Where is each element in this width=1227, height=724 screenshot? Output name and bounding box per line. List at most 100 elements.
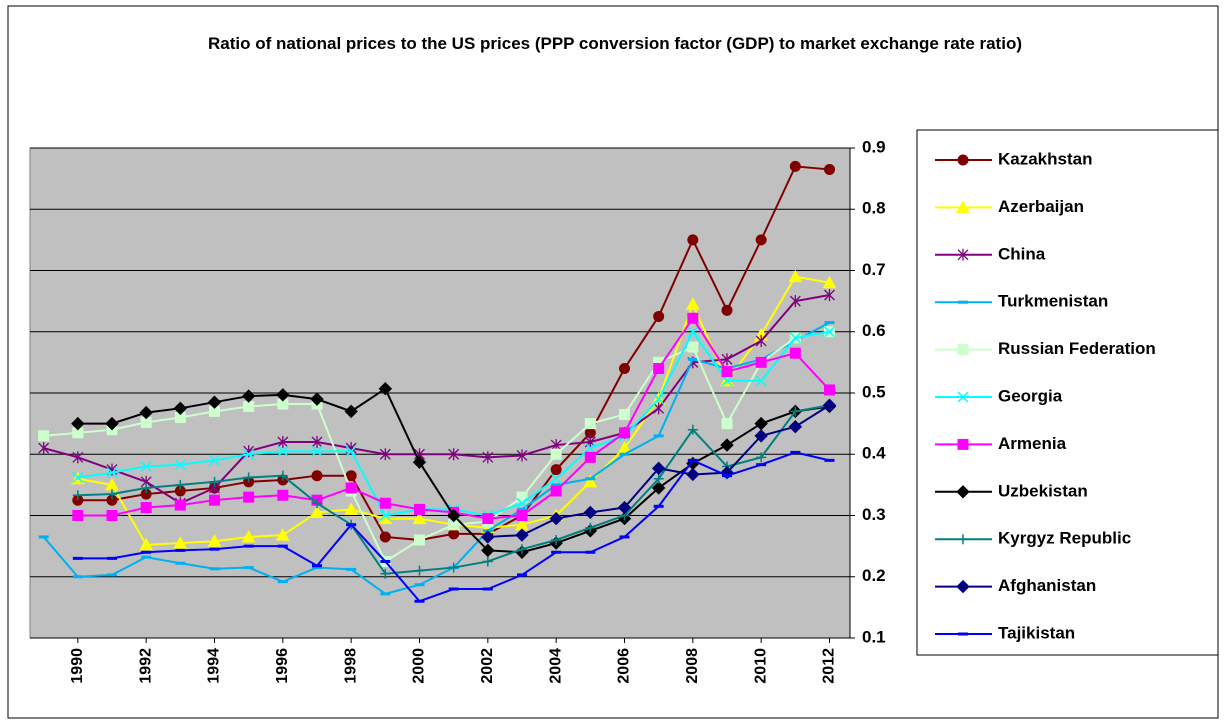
point (175, 561, 186, 565)
point (720, 438, 734, 452)
point (584, 442, 596, 454)
point (141, 550, 152, 554)
point (550, 485, 562, 497)
point (756, 452, 767, 463)
point (687, 234, 699, 246)
point (72, 471, 84, 484)
point (175, 479, 186, 490)
point (243, 544, 254, 548)
point (311, 445, 323, 457)
point (241, 529, 256, 543)
point (414, 599, 425, 603)
point (414, 583, 425, 587)
point (310, 505, 324, 518)
point (379, 448, 391, 461)
y-tick-label: 0.7 (862, 260, 886, 279)
point (721, 304, 733, 316)
point (414, 565, 425, 576)
point (619, 535, 630, 539)
point (379, 497, 391, 509)
point (516, 449, 528, 462)
point (243, 472, 254, 483)
point (482, 556, 493, 567)
point (822, 398, 837, 412)
point (412, 511, 427, 525)
point (344, 502, 359, 515)
point (312, 566, 322, 570)
x-tick-label: 2008 (684, 648, 701, 684)
point (173, 401, 188, 416)
chart-title: Ratio of national prices to the US price… (208, 34, 1022, 53)
point (755, 334, 767, 347)
point (617, 500, 632, 515)
point (277, 489, 289, 501)
point (482, 513, 494, 525)
point (721, 366, 733, 378)
legend-marker (957, 154, 969, 166)
point (140, 460, 152, 473)
point (414, 534, 425, 546)
point (517, 507, 527, 511)
point (173, 536, 188, 549)
legend-label: Georgia (998, 386, 1063, 405)
point (275, 528, 290, 541)
point (107, 556, 117, 560)
legend-marker (957, 391, 969, 403)
point (687, 326, 699, 338)
point (517, 544, 527, 555)
point (550, 464, 562, 476)
point (344, 404, 358, 419)
point (175, 548, 186, 552)
x-tick-label: 2004 (547, 648, 564, 684)
point (243, 448, 255, 460)
point (345, 482, 357, 494)
legend-label: China (998, 244, 1046, 263)
point (653, 393, 665, 405)
point (789, 160, 801, 172)
point (380, 592, 391, 596)
point (551, 483, 562, 487)
point (482, 587, 493, 591)
legend-marker (958, 300, 968, 304)
legend-label: Uzbekistan (998, 481, 1088, 500)
point (243, 566, 254, 570)
point (517, 573, 527, 577)
point (482, 451, 494, 464)
y-tick-label: 0.4 (862, 444, 886, 463)
point (107, 573, 117, 577)
point (653, 310, 665, 322)
point (722, 474, 732, 478)
x-tick-label: 1992 (137, 648, 154, 684)
point (277, 445, 289, 457)
point (789, 332, 801, 344)
point (276, 388, 290, 402)
point (651, 461, 666, 476)
x-tick-label: 1998 (342, 648, 359, 684)
point (209, 567, 220, 571)
point (379, 509, 391, 522)
point (379, 531, 391, 543)
point (448, 562, 459, 573)
legend-marker (958, 534, 968, 545)
x-tick-label: 1994 (206, 648, 223, 684)
point (207, 534, 222, 547)
point (241, 389, 256, 403)
point (481, 543, 495, 558)
point (721, 353, 733, 366)
legend-label: Azerbaijan (998, 197, 1084, 216)
legend-label: Tajikistan (998, 623, 1075, 642)
legend-marker (957, 344, 969, 356)
point (687, 357, 698, 361)
point (790, 406, 801, 417)
point (686, 467, 700, 482)
point (277, 436, 289, 448)
point (106, 510, 118, 521)
point (72, 556, 83, 560)
point (380, 559, 391, 563)
point (174, 459, 186, 471)
point (345, 445, 357, 457)
point (653, 363, 665, 374)
x-tick-label: 1990 (69, 648, 86, 684)
y-tick-label: 0.3 (862, 505, 886, 524)
